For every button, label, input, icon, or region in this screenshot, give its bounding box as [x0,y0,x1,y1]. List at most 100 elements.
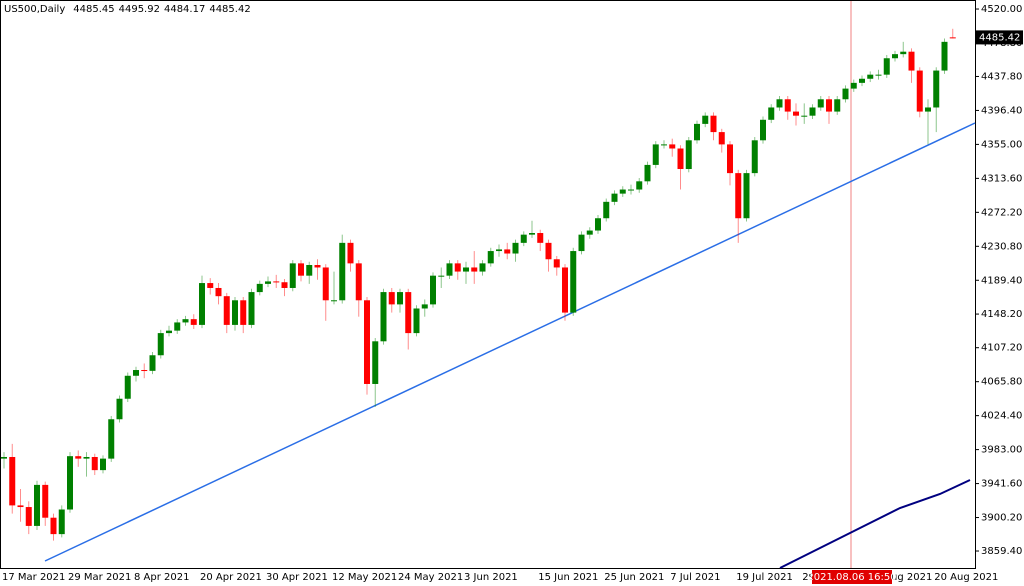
candle-body [331,300,337,302]
x-tick-label: 8 Apr 2021 [134,572,189,583]
candle-body [124,375,131,399]
candle-body [413,308,420,334]
x-tick-label: 17 Mar 2021 [2,572,65,583]
candle-body [842,88,849,100]
candle-body [454,263,461,272]
candle-body [504,249,511,254]
candle-body [826,99,832,112]
candle-body [380,292,387,342]
candle-body [207,283,214,288]
candle-body [677,148,684,170]
x-tick-label: 24 May 2021 [398,572,463,583]
candle-body [430,275,436,305]
candle-body [42,484,49,518]
candle-body [17,505,24,508]
candle-body [850,82,857,89]
y-tick-label: 4148.20 [981,309,1022,320]
price-label-box [976,30,1023,45]
candle-body [9,456,16,506]
y-tick-label: 4520.00 [981,4,1022,15]
candle-body [157,333,164,356]
candle-body [661,144,667,146]
x-tick-label: 19 Jul 2021 [736,572,793,583]
crosshair-label-box [812,570,892,584]
candle-body [232,300,238,325]
candle-body [529,233,535,235]
y-tick-label: 4272.20 [981,207,1022,218]
candle-body [182,319,189,323]
candle-body [438,275,445,277]
candle-body [694,123,700,141]
candle-body [603,201,610,219]
candle-body [256,283,263,293]
candle-body [793,111,799,116]
x-tick-label: 3 Jun 2021 [464,572,518,583]
candle-body [322,267,329,301]
y-tick-label: 4437.80 [981,71,1022,82]
candle-body [388,292,395,305]
x-tick-label: 12 May 2021 [332,572,397,583]
candle-body [611,193,618,202]
candle-body [859,78,865,83]
candle-body [405,292,412,334]
candle-body [595,218,601,231]
candle-body [916,70,923,112]
candle-body [512,242,519,254]
candle-body [372,341,379,384]
candle-body [306,265,313,276]
candle-body [100,458,106,471]
candle-body [801,115,808,117]
candle-body [149,355,156,371]
candle-body [562,267,568,313]
trendline [44,122,976,562]
candle-body [718,132,725,145]
y-tick-label: 4355.00 [981,139,1022,150]
candle-body [834,99,841,112]
candle-body [199,283,205,325]
candle-body [933,70,940,108]
ohlc-high: 4495.92 [119,4,160,15]
x-tick-label: 29 Mar 2021 [68,572,131,583]
candle-body [34,484,40,526]
candle-body [743,173,750,219]
candle-body [25,507,32,526]
candle-body [644,164,651,182]
candle-body [570,251,577,313]
y-tick-label: 4230.80 [981,241,1022,252]
y-tick-label: 3941.60 [981,479,1022,490]
candle-body [784,99,791,112]
candle-body [892,54,898,59]
indicator-line [779,479,971,569]
candle-body [265,281,271,284]
candle-body [710,115,717,133]
candle-body [116,398,123,420]
y-tick-label: 4396.40 [981,105,1022,116]
candle-body [91,456,98,471]
candle-body [166,330,172,334]
candle-body [776,99,783,108]
candle-body [190,319,197,325]
chart-header: US500,Daily 4485.45 4495.92 4484.17 4485.42 [4,4,251,15]
candle-body [545,242,552,260]
candle-body [768,107,775,120]
ohlc-open: 4485.45 [73,4,114,15]
candle-body [883,58,890,75]
candle-body [347,242,354,264]
candle-body [520,234,527,243]
y-tick-label: 4065.80 [981,377,1022,388]
candle-body [941,41,948,71]
candle-body [108,419,115,459]
candle-body [487,251,494,264]
candle-body [817,99,824,108]
candle-body [1,456,7,459]
x-tick-label: 7 Jul 2021 [670,572,720,583]
candle-body [925,107,931,112]
candle-body [397,292,403,305]
x-tick-label: 25 Jun 2021 [604,572,664,583]
candle-body [75,456,82,459]
candle-body [248,292,255,325]
candle-body [553,259,560,268]
